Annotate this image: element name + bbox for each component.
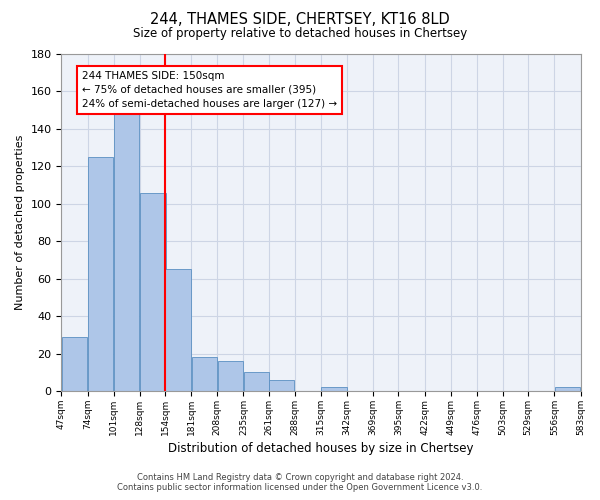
- Bar: [244, 372, 269, 391]
- Bar: [322, 388, 347, 391]
- Bar: [218, 361, 243, 391]
- Bar: [191, 358, 217, 391]
- Bar: [555, 388, 580, 391]
- Bar: [114, 110, 139, 391]
- Text: 244 THAMES SIDE: 150sqm
← 75% of detached houses are smaller (395)
24% of semi-d: 244 THAMES SIDE: 150sqm ← 75% of detache…: [82, 71, 337, 109]
- Text: Size of property relative to detached houses in Chertsey: Size of property relative to detached ho…: [133, 28, 467, 40]
- Bar: [166, 270, 191, 391]
- Bar: [269, 380, 295, 391]
- Bar: [88, 157, 113, 391]
- Text: 244, THAMES SIDE, CHERTSEY, KT16 8LD: 244, THAMES SIDE, CHERTSEY, KT16 8LD: [150, 12, 450, 28]
- Bar: [62, 336, 87, 391]
- Bar: [140, 192, 166, 391]
- Y-axis label: Number of detached properties: Number of detached properties: [15, 135, 25, 310]
- Text: Contains HM Land Registry data © Crown copyright and database right 2024.
Contai: Contains HM Land Registry data © Crown c…: [118, 473, 482, 492]
- X-axis label: Distribution of detached houses by size in Chertsey: Distribution of detached houses by size …: [168, 442, 474, 455]
